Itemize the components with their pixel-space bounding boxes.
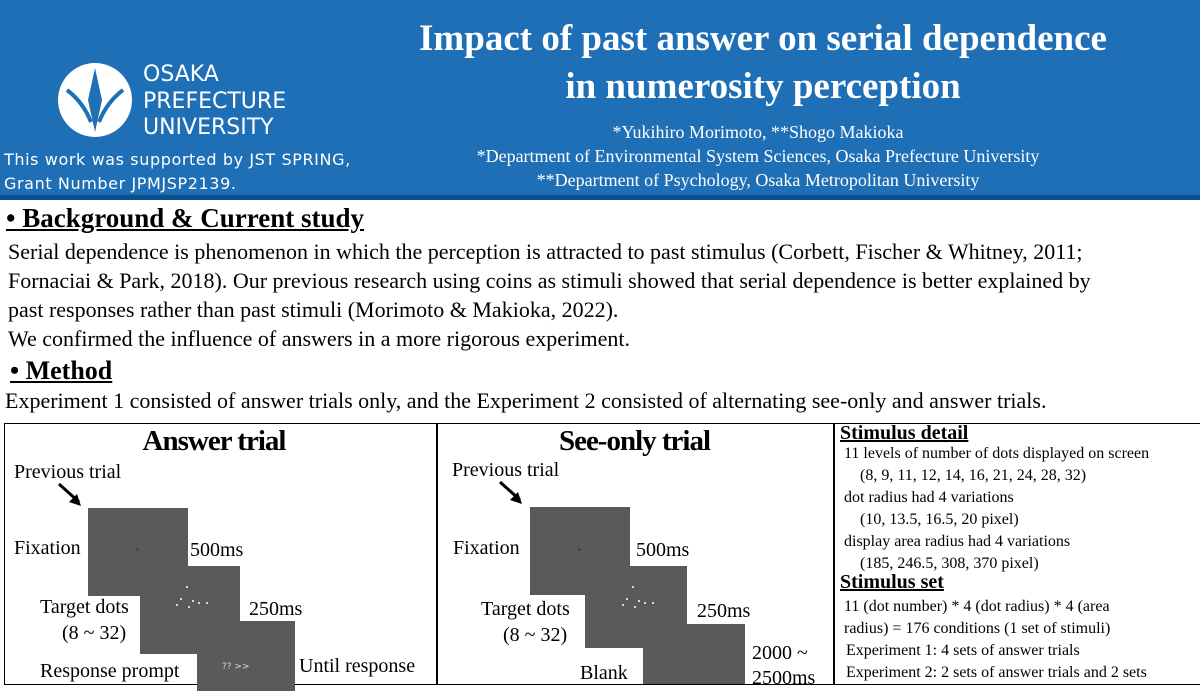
paragraph-line: We confirmed the influence of answers in…	[8, 326, 630, 351]
dot	[622, 604, 624, 606]
title: in numerosity perception	[565, 66, 961, 107]
label: Target dots	[40, 596, 129, 618]
label: (8 ~ 32)	[62, 622, 127, 644]
paragraph-line: past responses rather than past stimuli …	[8, 297, 619, 322]
section-heading: • Method	[10, 356, 113, 385]
label: Until response	[299, 655, 416, 677]
dot	[188, 606, 190, 608]
label: 500ms	[636, 539, 690, 561]
logo-emblem	[58, 63, 132, 137]
dot	[634, 606, 636, 608]
header-band	[0, 0, 1200, 195]
label: Blank	[580, 662, 628, 684]
set-line: 11 (dot number) * 4 (dot radius) * 4 (ar…	[844, 598, 1110, 615]
label: Previous trial	[14, 461, 122, 483]
arrow	[498, 480, 522, 504]
dot	[192, 600, 194, 602]
label: 250ms	[249, 598, 303, 620]
dot	[638, 600, 640, 602]
arrow	[57, 482, 81, 506]
label: Target dots	[481, 598, 570, 620]
sub-heading: Stimulus set	[840, 571, 944, 593]
section-heading: • Background & Current study	[6, 203, 365, 233]
panel-title: See-only trial	[558, 425, 711, 457]
panel-title: Answer trial	[142, 425, 287, 457]
label: Fixation	[14, 537, 81, 559]
screen	[197, 621, 295, 691]
detail-line: 11 levels of number of dots displayed on…	[844, 445, 1150, 462]
label: 2000 ~	[752, 642, 808, 664]
label: Response prompt	[40, 660, 180, 682]
label: Fixation	[453, 537, 520, 559]
screen	[643, 624, 745, 684]
dot	[176, 604, 178, 606]
prompt-text: ?? >>	[222, 662, 250, 672]
support-text: Grant Number JPMJSP2139.	[4, 174, 237, 193]
header-rule	[0, 195, 1200, 200]
set-line: radius) = 176 conditions (1 set of stimu…	[844, 620, 1111, 637]
dot	[652, 602, 654, 604]
authors: *Yukihiro Morimoto, **Shogo Makioka	[612, 122, 904, 142]
dot	[626, 598, 628, 600]
affiliation: *Department of Environmental System Scie…	[476, 146, 1040, 166]
label: Previous trial	[452, 459, 560, 481]
set-line: Experiment 1: 4 sets of answer trials	[846, 642, 1080, 659]
dot	[206, 602, 208, 604]
detail-line: dot radius had 4 variations	[844, 489, 1014, 506]
dot	[180, 598, 182, 600]
label: 500ms	[190, 539, 244, 561]
logo-text: PREFECTURE	[143, 89, 287, 114]
detail-line: display area radius had 4 variations	[844, 533, 1071, 550]
logo-text: OSAKA	[143, 62, 219, 87]
support-text: This work was supported by JST SPRING,	[4, 150, 351, 169]
label: 250ms	[697, 600, 751, 622]
title: Impact of past answer on serial dependen…	[419, 18, 1107, 59]
detail-line: (185, 246.5, 308, 370 pixel)	[860, 555, 1039, 572]
dot	[644, 602, 646, 604]
detail-line: (10, 13.5, 16.5, 20 pixel)	[860, 511, 1019, 528]
set-line: Experiment 2: 2 sets of answer trials an…	[846, 664, 1147, 681]
detail-line: (8, 9, 11, 12, 14, 16, 21, 24, 28, 32)	[860, 467, 1087, 484]
paragraph-line: Fornaciai & Park, 2018). Our previous re…	[8, 268, 1091, 293]
label: (8 ~ 32)	[503, 624, 568, 646]
method-text: Experiment 1 consisted of answer trials …	[5, 388, 1047, 413]
paragraph-line: Serial dependence is phenomenon in which…	[8, 239, 1083, 264]
affiliation: **Department of Psychology, Osaka Metrop…	[536, 170, 980, 190]
fixation-cross: +	[135, 545, 141, 555]
dot	[186, 586, 188, 588]
logo-text: UNIVERSITY	[143, 115, 274, 140]
label: 2500ms	[752, 667, 816, 689]
dot	[198, 602, 200, 604]
dot	[632, 586, 634, 588]
sub-heading: Stimulus detail	[840, 422, 969, 444]
fixation-cross: +	[577, 545, 583, 555]
